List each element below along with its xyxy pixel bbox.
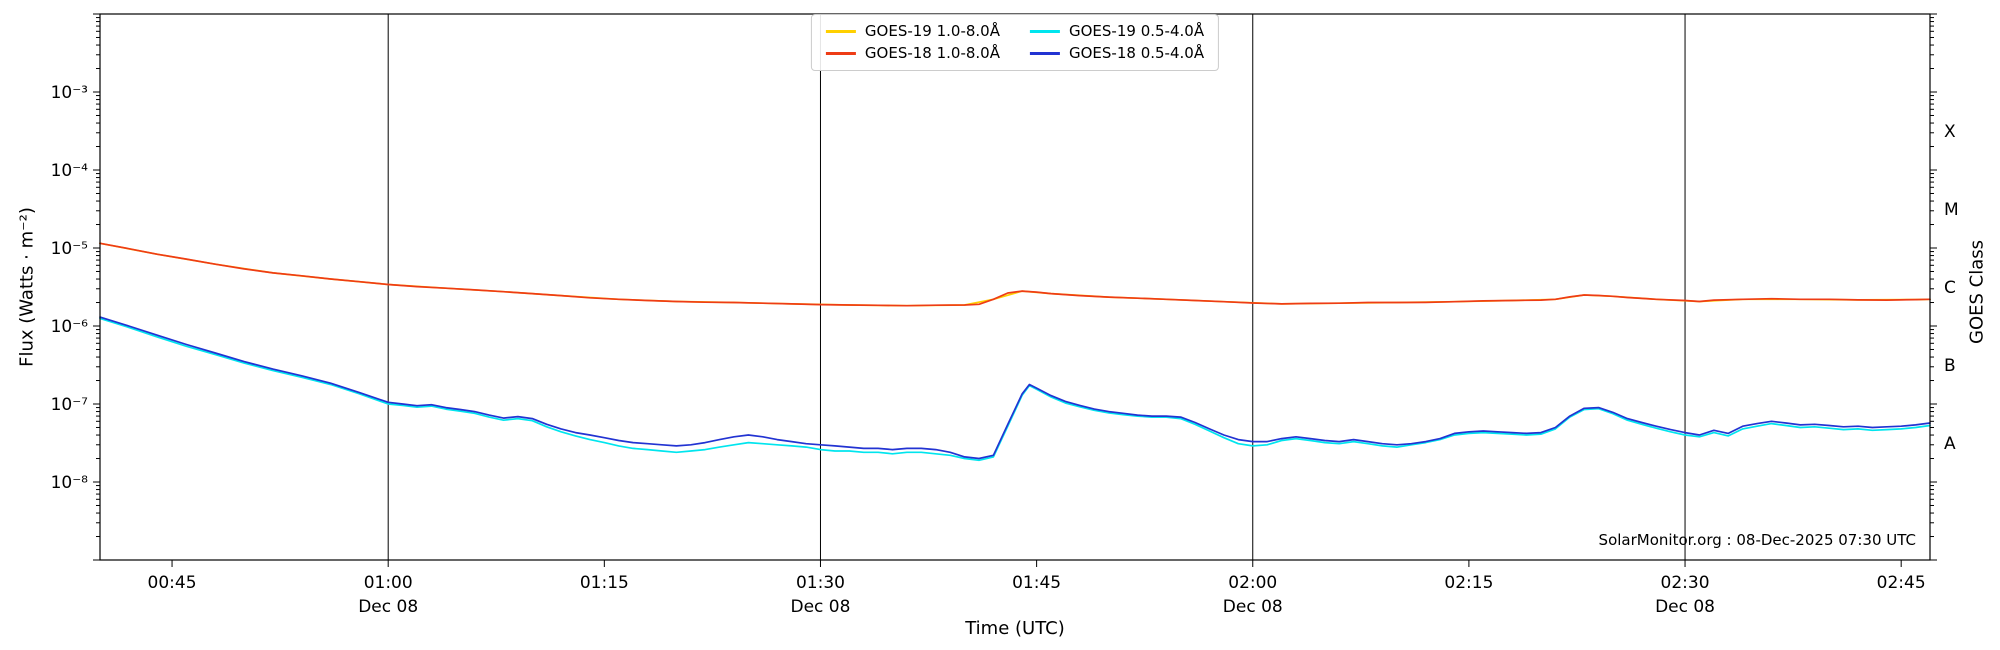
goes-class-label: M: [1944, 200, 1959, 220]
x-tick-label: 02:15: [1444, 573, 1493, 593]
y-tick-label: 10⁻⁴: [51, 161, 89, 181]
goes-class-label: B: [1944, 356, 1956, 376]
x-tick-date-label: Dec 08: [1223, 597, 1283, 617]
legend-swatch-goes19-short: [1030, 30, 1060, 33]
y-axis-label-goes-class: GOES Class: [1966, 240, 1988, 344]
legend-column-long-channel: GOES-19 1.0-8.0Å GOES-18 1.0-8.0Å: [825, 22, 1000, 62]
goes-class-label: C: [1944, 278, 1956, 298]
x-tick-date-label: Dec 08: [791, 597, 851, 617]
x-tick-label: 02:45: [1877, 573, 1926, 593]
legend-swatch-goes18-long: [825, 52, 856, 55]
legend-label-goes19-long: GOES-19 1.0-8.0Å: [864, 22, 1000, 40]
legend-swatch-goes18-short: [1030, 52, 1060, 55]
legend-column-short-channel: GOES-19 0.5-4.0Å GOES-18 0.5-4.0Å: [1030, 24, 1204, 61]
legend-label-goes19-short: GOES-19 0.5-4.0Å: [1069, 22, 1205, 40]
x-tick-label: 02:00: [1228, 573, 1277, 593]
credit-watermark: SolarMonitor.org : 08-Dec-2025 07:30 UTC: [1598, 531, 1916, 549]
y-axis-label-flux: Flux (Watts · m⁻²): [16, 207, 38, 367]
legend-item-goes19-short: GOES-19 0.5-4.0Å: [1030, 24, 1204, 39]
x-tick-label: 01:00: [364, 573, 413, 593]
x-tick-label: 00:45: [148, 573, 197, 593]
legend-item-goes19-long: GOES-19 1.0-8.0Å: [825, 22, 1000, 40]
y-tick-label: 10⁻⁸: [51, 473, 89, 493]
series-line-0: [99, 242, 1931, 307]
x-tick-label: 01:30: [796, 573, 845, 593]
legend-item-goes18-short: GOES-18 0.5-4.0Å: [1030, 46, 1204, 61]
legend-label-goes18-short: GOES-18 0.5-4.0Å: [1069, 44, 1205, 62]
x-tick-date-label: Dec 08: [1655, 597, 1715, 617]
series-line-2: [99, 317, 1931, 462]
x-axis-label-time: Time (UTC): [965, 618, 1065, 639]
x-tick-label: 01:15: [580, 573, 629, 593]
goes-class-label: A: [1944, 434, 1956, 454]
goes-class-label: X: [1944, 122, 1956, 142]
legend: GOES-19 1.0-8.0Å GOES-18 1.0-8.0Å GOES-1…: [810, 14, 1220, 71]
x-tick-label: 01:45: [1012, 573, 1061, 593]
series-line-1: [99, 242, 1931, 307]
y-tick-label: 10⁻⁷: [51, 395, 89, 415]
legend-item-goes18-long: GOES-18 1.0-8.0Å: [825, 44, 1000, 62]
plot-border: [99, 13, 1931, 561]
x-tick-date-label: Dec 08: [358, 597, 418, 617]
y-tick-label: 10⁻³: [51, 83, 88, 103]
series-line-3: [99, 316, 1931, 460]
x-tick-label: 02:30: [1661, 573, 1710, 593]
legend-label-goes18-long: GOES-18 1.0-8.0Å: [864, 44, 1000, 62]
y-tick-label: 10⁻⁵: [51, 239, 88, 259]
legend-swatch-goes19-long: [825, 30, 856, 33]
y-tick-label: 10⁻⁶: [51, 317, 89, 337]
